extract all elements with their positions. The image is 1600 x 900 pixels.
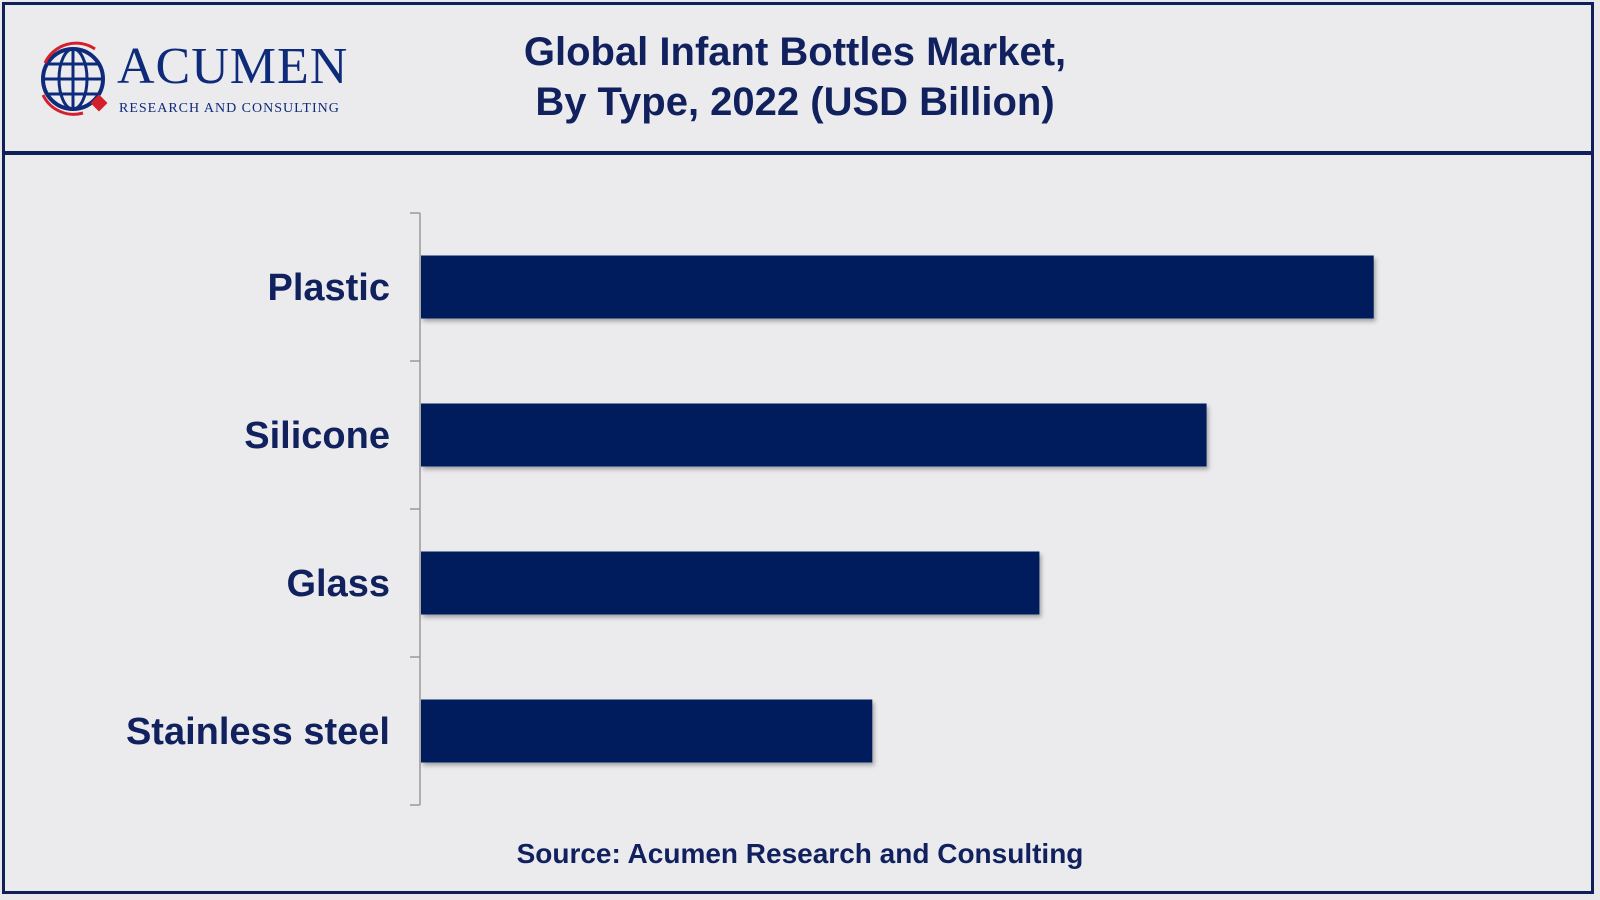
bar-glass [421, 551, 1040, 615]
globe-icon [41, 41, 108, 116]
category-label: Silicone [244, 415, 390, 457]
bar-plastic [421, 255, 1374, 319]
acumen-logo: ACUMEN RESEARCH AND CONSULTING [35, 35, 375, 125]
chart-title-line-1: Global Infant Bottles Market, [523, 30, 1067, 74]
logo-wordmark: ACUMEN [117, 38, 349, 95]
source-note: Source: Acumen Research and Consulting [516, 838, 1084, 869]
chart-title: Global Infant Bottles Market, By Type, 2… [405, 27, 1185, 127]
category-label: Stainless steel [126, 711, 390, 753]
chart-title-line-2: By Type, 2022 (USD Billion) [535, 80, 1055, 124]
category-label: Plastic [267, 267, 390, 309]
bar-stainless-steel [421, 699, 873, 763]
bar-chart: Plastic Silicone Glass Stainless steel [126, 212, 1374, 806]
bar-silicone [421, 403, 1207, 467]
logo-subtitle: RESEARCH AND CONSULTING [119, 101, 340, 116]
header: ACUMEN RESEARCH AND CONSULTING Global In… [5, 5, 1591, 155]
category-label: Glass [286, 563, 390, 605]
